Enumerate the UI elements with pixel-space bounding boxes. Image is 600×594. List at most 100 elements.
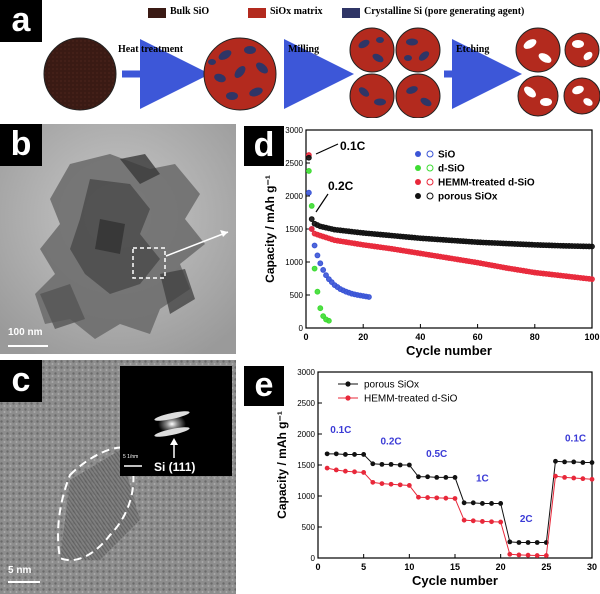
chart-e-point-hemm-treated-d-sio-19 [489,519,494,525]
chart-d-xlabel: Cycle number [406,343,492,358]
chart-d-xtick-label-2: 40 [415,332,425,342]
chart-e-point-porous-siox-5 [361,452,367,457]
chart-e-point-hemm-treated-d-sio-10 [406,483,412,488]
legend-label-bulk-sio: Bulk SiO [170,6,210,17]
chart-e-point-porous-siox-24 [534,540,540,545]
chart-e-point-hemm-treated-d-sio-15 [452,496,458,501]
chart-e-point-hemm-treated-d-sio-2 [333,467,339,473]
chart-e-point-hemm-treated-d-sio-17 [470,518,476,524]
scale-label-b: 100 nm [8,327,43,338]
chart-e-point-porous-siox-21 [507,539,513,545]
chart-d-xtick-label-5: 100 [584,332,599,342]
chart-e-point-hemm-treated-d-sio-27 [562,475,567,480]
chart-e-point-hemm-treated-d-sio-3 [343,468,348,474]
chart-e-point-hemm-treated-d-sio-29 [580,476,586,482]
chart-d-point-sio-3 [311,242,318,249]
chart-e-legend-dot-hemm-treated-d-sio [345,395,351,401]
chart-d-point-d-sio-4 [314,288,321,295]
chart-e-point-porous-siox-11 [416,474,421,480]
chart-e-point-porous-siox-20 [498,501,504,506]
chart-e-point-hemm-treated-d-sio-18 [480,519,485,524]
step-milling: Milling [288,44,320,55]
zoom-arrow [165,231,229,257]
chart-e-point-hemm-treated-d-sio-11 [416,494,421,500]
chart-d-legend-dot-porous-siox [415,193,421,199]
chart-d-point-d-sio-3 [311,265,318,272]
chart-d-point-d-sio-2 [308,203,315,209]
chart-e-point-hemm-treated-d-sio-8 [388,481,394,487]
chart-d-xtick-label-4: 80 [530,332,540,342]
chart-e-rate-label-1: 0.2C [381,437,402,448]
inset-scale-label: 5 1/nm [123,454,139,460]
chart-e-xtick-label-3: 15 [450,562,460,572]
chart-e-rate-label-4: 2C [520,514,533,525]
chart-d-legend-dot-hemm-treated-d-sio [415,179,421,185]
chart-e-line-hemm-treated-d-sio [327,467,593,557]
chart-e-point-porous-siox-3 [343,452,348,457]
chart-d-point-sio-7 [323,272,329,279]
chart-e-svg: 0 5 10 15 20 25 30 0 500 1000 1500 2000 2500 3000 Cycl… [275,368,597,588]
chart-e-point-porous-siox-22 [516,540,522,545]
chart-d-ylabel: Capacity / mAh g⁻¹ [263,175,277,283]
panel-b-tem-image: b 100 nm [0,124,236,354]
chart-d-ytick-label-4: 2000 [285,192,303,201]
chart-d-point-d-sio-8 [325,317,332,324]
chart-e-point-hemm-treated-d-sio-30 [589,476,595,482]
chart-e-legend-label-hemm-treated-d-sio: HEMM-treated d-SiO [364,394,458,405]
chart-e-point-hemm-treated-d-sio-7 [379,481,385,486]
chart-e-point-hemm-treated-d-sio-22 [516,552,522,558]
chart-e-point-porous-siox-2 [333,451,339,457]
panel-d-tag: d [244,126,284,166]
chart-d-ytick-label-3: 1500 [285,225,303,234]
panel-a-tag: a [0,0,42,42]
chart-e-point-hemm-treated-d-sio-13 [434,495,440,501]
chart-d-xtick-label-3: 60 [473,332,483,342]
chart-e-xtick-label-6: 30 [587,562,597,572]
chart-d-point-hemm-treated-d-sio-2 [308,226,315,232]
chart-e-point-porous-siox-23 [525,540,531,545]
chart-e-ytick-label-2: 1000 [297,492,315,501]
chart-d-xtick-label-0: 0 [303,332,308,342]
chart-e-point-hemm-treated-d-sio-26 [553,473,558,479]
step-etching: Etching [456,44,490,55]
chart-e-point-porous-siox-4 [352,452,357,457]
chart-d-point-sio-6 [320,267,327,273]
chart-e-point-hemm-treated-d-sio-4 [352,469,357,475]
chart-d-point-porous-siox-2 [308,216,315,222]
chart-d-legend-open-hemm-treated-d-sio [426,178,434,186]
chart-e-point-porous-siox-26 [553,458,558,464]
chart-e-point-hemm-treated-d-sio-6 [370,479,376,485]
chart-e-rate-label-5: 0.1C [565,433,586,444]
chart-e-point-hemm-treated-d-sio-24 [534,553,540,558]
scale-label-c: 5 nm [8,565,32,576]
chart-e-point-porous-siox-18 [480,501,485,506]
legend-swatch-bulk-sio [148,8,166,18]
chart-d-point-sio-5 [317,260,324,267]
chart-e-xtick-label-1: 5 [361,562,366,572]
chart-e-ytick-label-0: 0 [311,554,316,563]
legend-label-siox: SiOx matrix [270,6,323,17]
diffraction-pattern [124,411,190,467]
chart-d-point-sio-1 [305,189,312,196]
heat-treated-particle [203,37,277,111]
chart-e-point-hemm-treated-d-sio-21 [507,551,513,557]
chart-e-ylabel: Capacity / mAh g⁻¹ [275,411,289,519]
chart-e-point-hemm-treated-d-sio-5 [361,470,367,475]
chart-e-xtick-label-2: 10 [404,562,414,572]
chart-d-legend-dot-d-sio [415,165,421,171]
chart-e-point-hemm-treated-d-sio-23 [525,552,531,558]
legend-swatch-crystalline-si [342,8,360,18]
chart-d-annotation-01c: 0.1C [340,139,366,153]
chart-e-point-hemm-treated-d-sio-12 [425,495,430,500]
chart-d-legend-label-sio: SiO [438,150,455,161]
milled-particles [349,27,441,118]
legend-label-crystalline-si: Crystalline Si (pore generating agent) [364,6,525,17]
panel-b-tag: b [0,124,42,166]
schematic-a [43,27,600,118]
hrtem-image-c [0,360,236,594]
chart-e-point-porous-siox-6 [370,461,376,467]
chart-e-rate-label-0: 0.1C [330,425,351,436]
crystalline-region-outline [57,446,135,562]
chart-d-ytick-label-2: 1000 [285,258,303,267]
chart-d-legend-label-porous-siox: porous SiOx [438,192,498,203]
